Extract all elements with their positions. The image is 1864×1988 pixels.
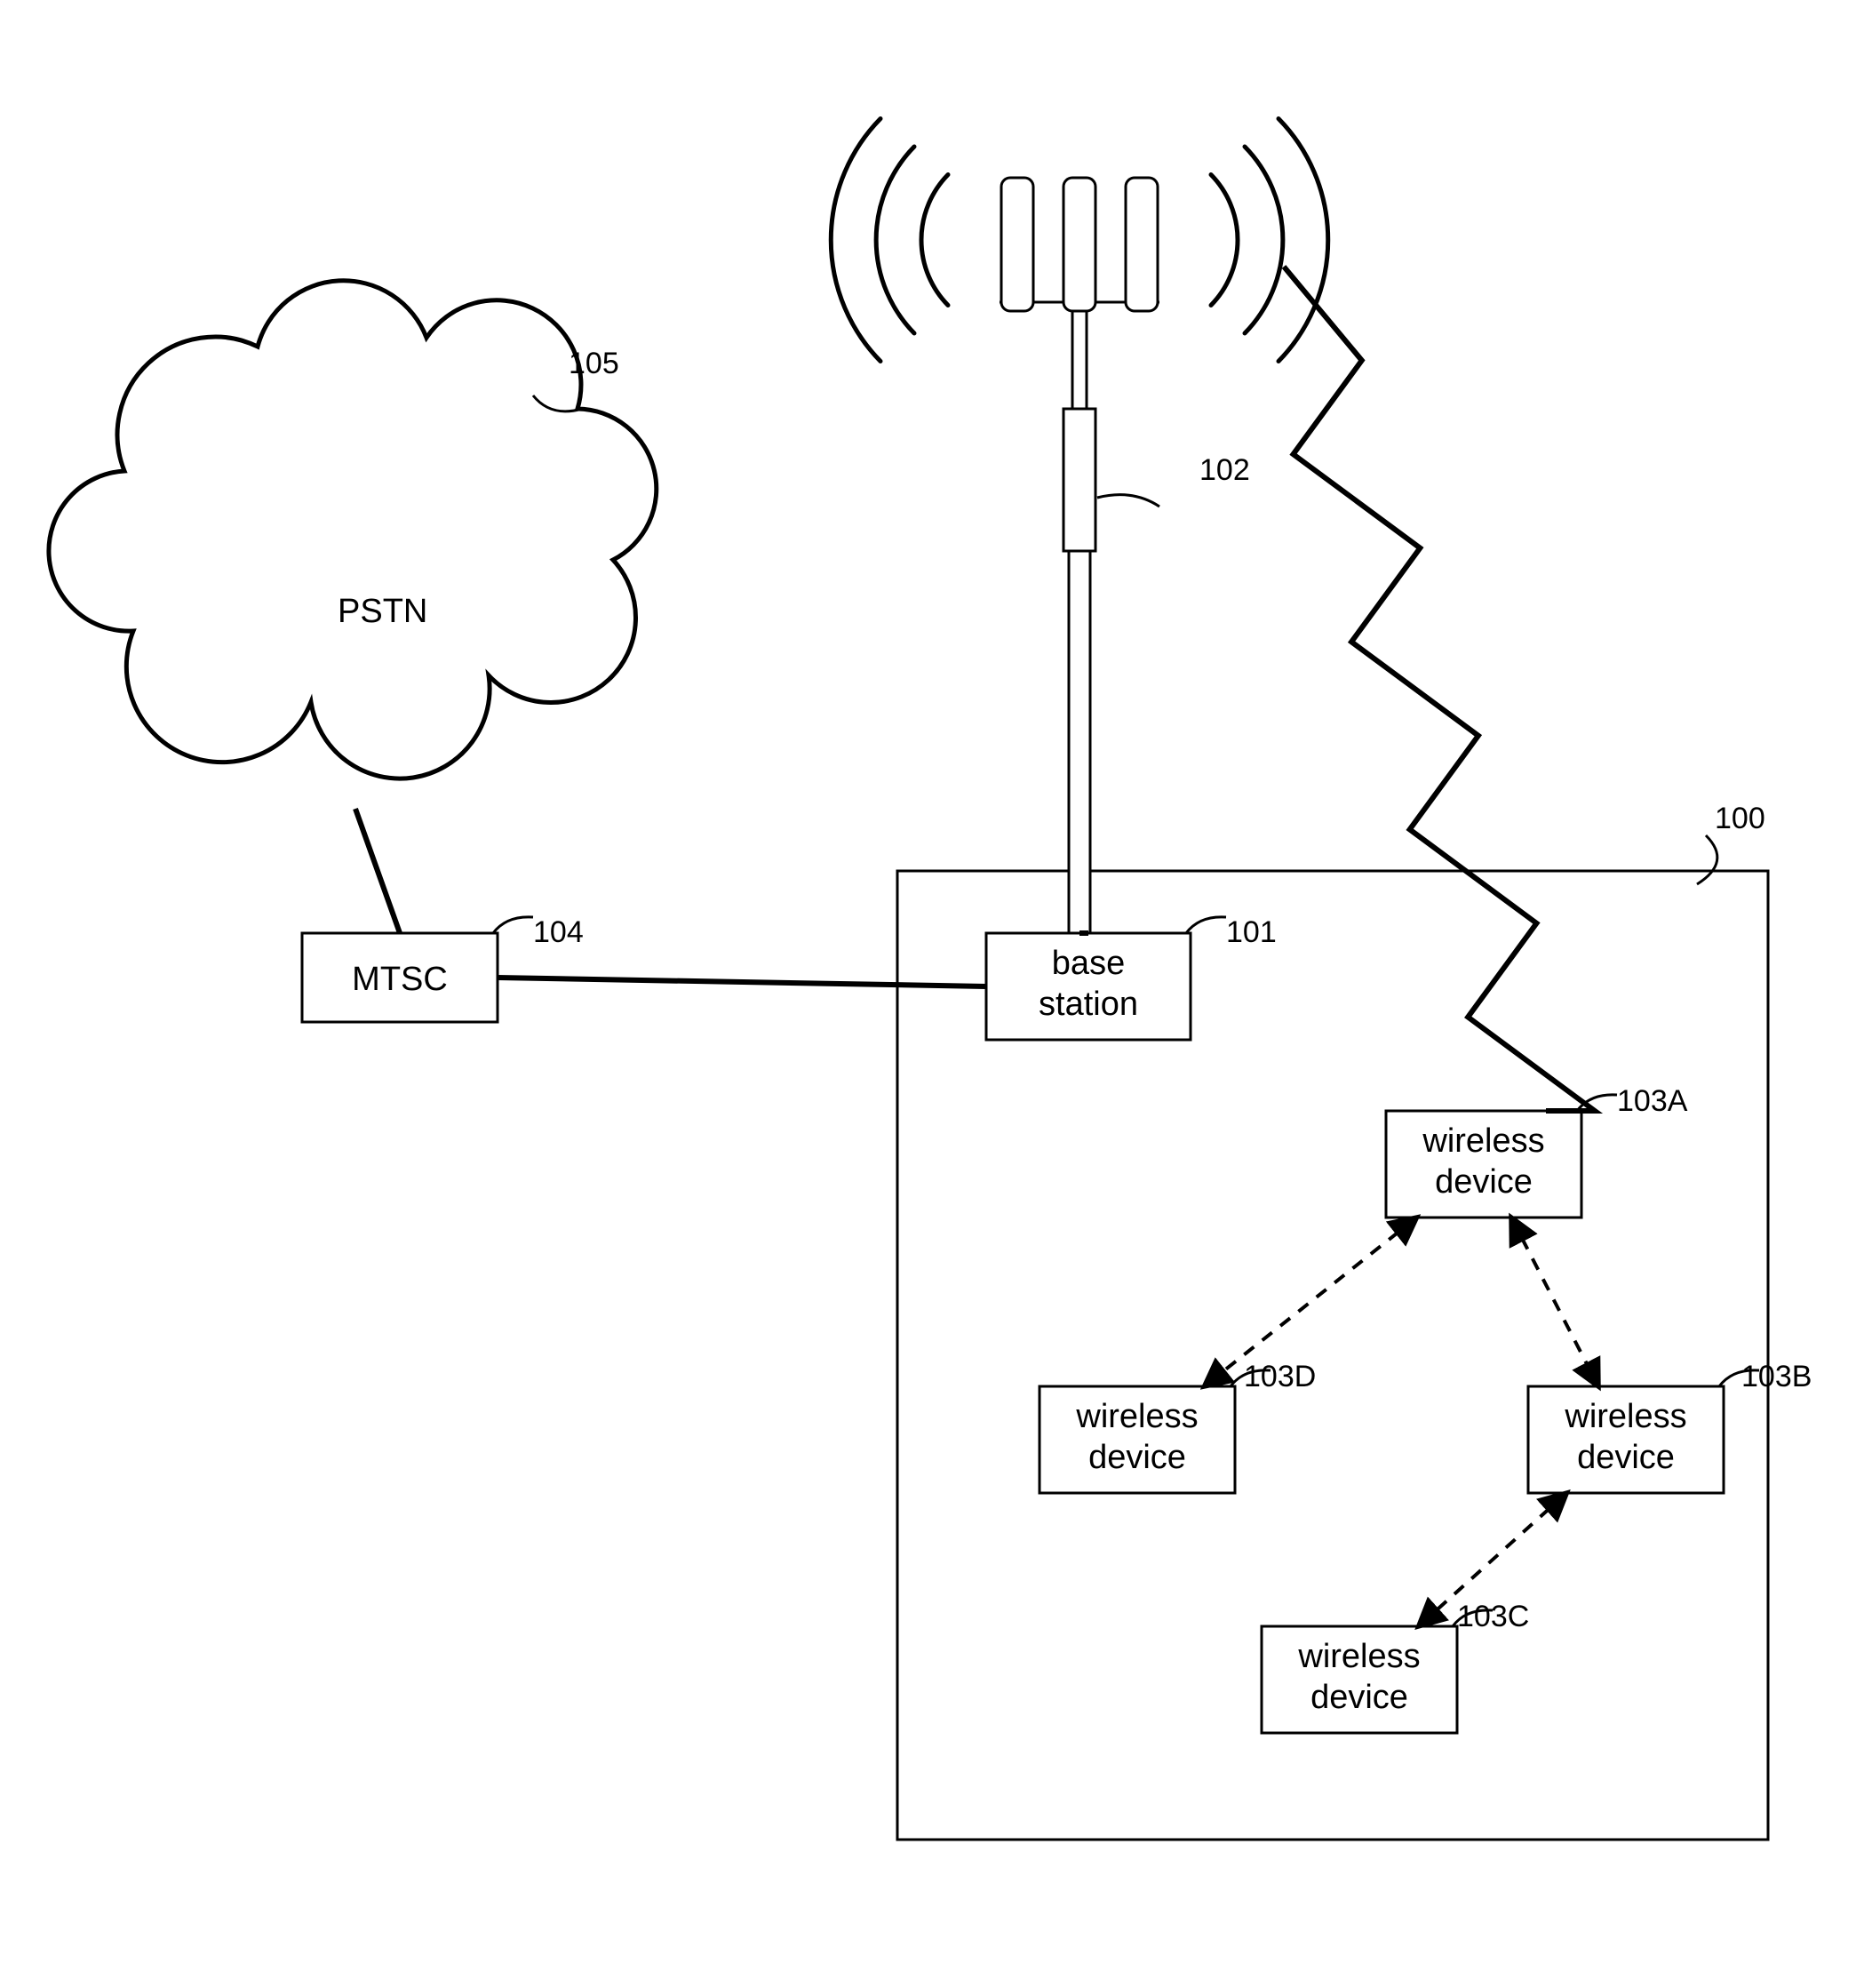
svg-text:105: 105 [569,347,619,380]
svg-text:wireless: wireless [1297,1638,1420,1675]
svg-text:103D: 103D [1244,1360,1316,1393]
svg-text:base: base [1052,945,1125,982]
svg-text:device: device [1577,1439,1675,1476]
svg-text:wireless: wireless [1422,1122,1544,1160]
svg-text:PSTN: PSTN [338,593,427,630]
svg-text:102: 102 [1199,453,1250,487]
svg-text:device: device [1088,1439,1186,1476]
svg-text:wireless: wireless [1564,1398,1686,1435]
svg-text:device: device [1435,1163,1533,1201]
svg-text:station: station [1039,986,1138,1023]
svg-text:device: device [1310,1679,1408,1716]
svg-text:104: 104 [533,915,584,949]
svg-text:103A: 103A [1617,1084,1688,1118]
svg-text:wireless: wireless [1075,1398,1198,1435]
svg-text:MTSC: MTSC [352,961,448,998]
svg-text:101: 101 [1226,915,1277,949]
svg-text:103B: 103B [1741,1360,1812,1393]
svg-text:103C: 103C [1457,1600,1529,1633]
svg-text:100: 100 [1715,802,1765,835]
